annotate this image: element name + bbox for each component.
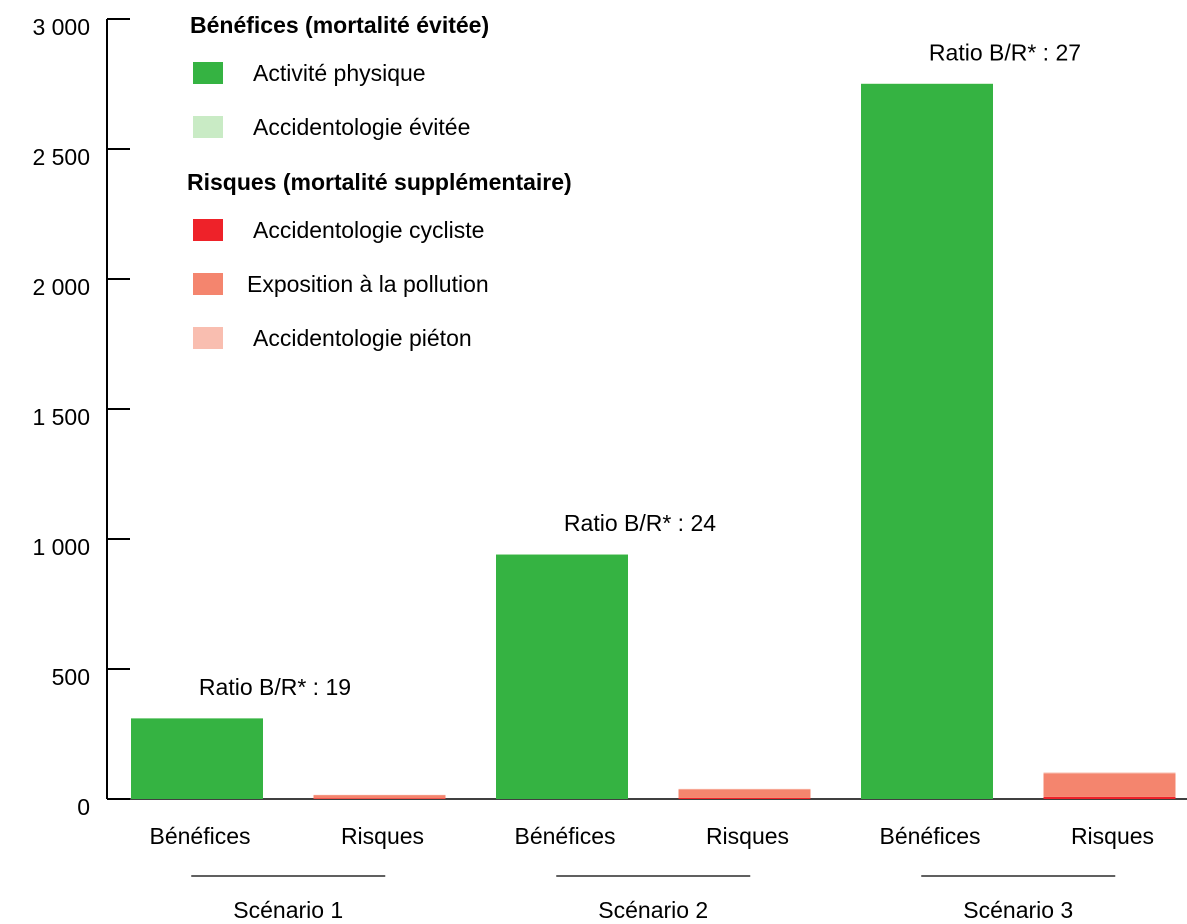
x-tick-label: Bénéfices bbox=[514, 823, 615, 849]
annotation: Ratio B/R* : 19 bbox=[199, 674, 351, 700]
group-label: Scénario 2 bbox=[598, 897, 708, 923]
bar-segment bbox=[1043, 772, 1176, 774]
y-tick-label: 1 000 bbox=[32, 534, 90, 560]
bar-segment bbox=[496, 554, 628, 799]
x-tick-label: Bénéfices bbox=[879, 823, 980, 849]
bar-segment bbox=[678, 797, 811, 799]
bar-segment bbox=[1043, 796, 1176, 799]
bar-segment bbox=[861, 84, 993, 799]
x-tick-label: Risques bbox=[706, 823, 789, 849]
x-tick-label: Bénéfices bbox=[149, 823, 250, 849]
group-label: Scénario 1 bbox=[233, 897, 343, 923]
legend-swatch bbox=[193, 327, 223, 349]
y-tick-label: 500 bbox=[52, 664, 90, 690]
bar-segment bbox=[678, 788, 811, 790]
legend-label: Accidentologie piéton bbox=[253, 325, 472, 351]
x-tick-label: Risques bbox=[1071, 823, 1154, 849]
y-tick-label: 1 500 bbox=[32, 404, 90, 430]
y-tick-label: 3 000 bbox=[32, 14, 90, 40]
legend-swatch bbox=[193, 62, 223, 84]
bar-segment bbox=[313, 798, 446, 799]
bar-segment bbox=[496, 554, 628, 555]
y-tick-label: 2 000 bbox=[32, 274, 90, 300]
bar-segment bbox=[313, 795, 446, 799]
bar-segment bbox=[861, 83, 993, 84]
y-tick-label: 0 bbox=[77, 794, 90, 820]
y-tick-label: 2 500 bbox=[32, 144, 90, 170]
legend-title: Risques (mortalité supplémentaire) bbox=[187, 169, 572, 195]
bar-segment bbox=[678, 789, 811, 798]
legend-swatch bbox=[193, 273, 223, 295]
legend-label: Activité physique bbox=[253, 60, 426, 86]
legend-label: Accidentologie évitée bbox=[253, 114, 470, 140]
bar-segment bbox=[1043, 773, 1176, 797]
bar-segment bbox=[131, 718, 263, 799]
legend-swatch bbox=[193, 116, 223, 138]
group-label: Scénario 3 bbox=[963, 897, 1073, 923]
annotation: Ratio B/R* : 24 bbox=[564, 510, 716, 536]
legend-label: Accidentologie cycliste bbox=[253, 217, 484, 243]
legend-swatch bbox=[193, 219, 223, 241]
legend-label: Exposition à la pollution bbox=[247, 271, 489, 297]
x-tick-label: Risques bbox=[341, 823, 424, 849]
legend-title: Bénéfices (mortalité évitée) bbox=[190, 12, 489, 38]
annotation: Ratio B/R* : 27 bbox=[929, 39, 1081, 65]
